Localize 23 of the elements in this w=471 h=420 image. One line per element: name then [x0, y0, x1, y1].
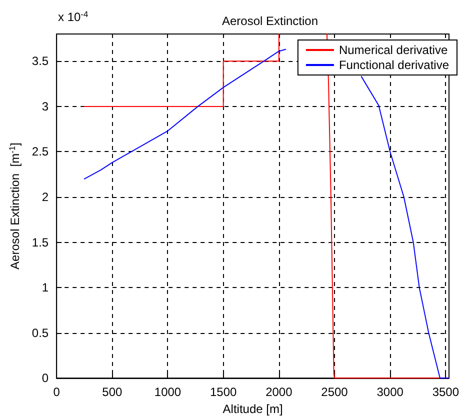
x-tick-label: 3000	[376, 385, 404, 400]
x-tick-label: 1500	[210, 385, 237, 400]
y-tick-label: 2.5	[32, 144, 49, 159]
legend-label: Functional derivative	[338, 58, 450, 72]
y-tick-label: 1.5	[32, 235, 49, 250]
y-tick-label: 0.5	[32, 326, 49, 340]
line-series	[84, 48, 286, 180]
chart-title: Aerosol Extinction	[222, 14, 318, 28]
y-tick-label: 0	[42, 371, 49, 386]
line-series	[360, 76, 450, 379]
x-tick-label: 0	[53, 385, 60, 400]
x-tick-label: 2500	[321, 385, 348, 400]
x-axis-title: Altitude [m]	[222, 402, 283, 416]
x-tick-label: 3500	[432, 385, 460, 400]
y-tick-label: 1	[42, 280, 49, 295]
y-axis-title: Aerosol Extinction [m-1]	[7, 142, 22, 270]
legend-label: Numerical derivative	[338, 43, 448, 57]
x-tick-label: 500	[102, 385, 122, 400]
x-tick-label: 2000	[266, 385, 293, 400]
y-tick-label: 2	[42, 190, 49, 204]
y-tick-label: 3	[42, 99, 49, 114]
x-tick-label: 1000	[154, 385, 182, 400]
y-tick-label: 3.5	[32, 54, 49, 68]
